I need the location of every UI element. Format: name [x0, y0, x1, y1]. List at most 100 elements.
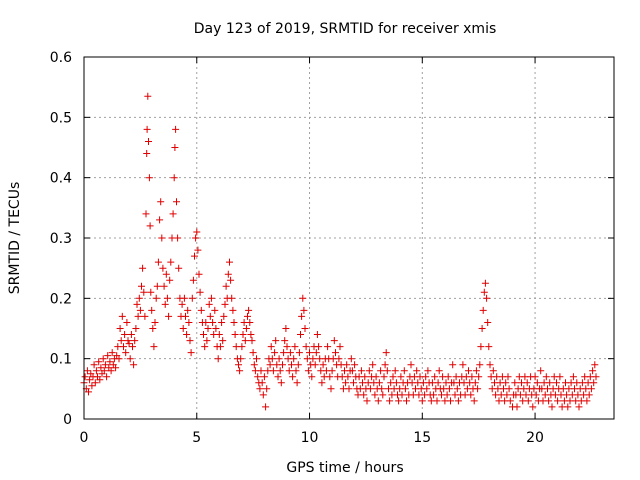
y-tick-label: 0.5 — [50, 110, 72, 126]
data-point — [477, 343, 485, 351]
data-point — [435, 367, 443, 375]
data-point — [308, 373, 316, 381]
data-point — [468, 373, 476, 381]
x-tick-label: 20 — [526, 430, 544, 446]
data-point — [136, 306, 144, 314]
data-point — [548, 403, 556, 411]
data-point — [195, 270, 203, 278]
data-point — [192, 234, 200, 242]
data-point — [92, 367, 100, 375]
data-point — [143, 125, 151, 133]
data-point — [271, 349, 279, 357]
data-point — [279, 361, 286, 369]
data-point — [423, 385, 431, 393]
data-point — [297, 331, 304, 338]
data-point — [160, 282, 168, 290]
data-point — [123, 319, 131, 326]
data-point — [118, 312, 126, 320]
data-point — [345, 385, 353, 393]
data-point — [554, 397, 562, 405]
data-point — [371, 391, 379, 399]
data-point — [328, 367, 336, 375]
data-point — [365, 367, 373, 375]
data-point — [400, 367, 408, 375]
data-point — [201, 343, 209, 351]
data-point — [335, 355, 343, 363]
data-point — [120, 343, 127, 351]
data-point — [537, 367, 545, 375]
data-point — [272, 337, 280, 345]
data-point — [564, 403, 572, 411]
data-point — [299, 294, 307, 302]
data-point — [156, 216, 164, 224]
data-point — [319, 361, 327, 369]
data-point — [575, 403, 583, 411]
data-point — [140, 288, 148, 296]
data-point — [145, 174, 153, 182]
data-point — [290, 355, 298, 363]
data-point — [424, 367, 432, 375]
data-point — [268, 355, 276, 363]
data-point — [231, 331, 239, 338]
data-point — [85, 388, 92, 396]
data-point — [96, 376, 104, 384]
data-point — [187, 349, 195, 357]
x-tick-label: 5 — [192, 430, 201, 446]
data-point — [294, 361, 302, 369]
data-point — [484, 319, 492, 326]
data-point — [292, 367, 300, 375]
data-point — [122, 349, 130, 357]
data-point — [132, 325, 140, 332]
data-point — [256, 385, 264, 393]
data-point — [162, 270, 170, 278]
data-point — [269, 367, 277, 375]
data-point — [254, 373, 262, 381]
data-point — [280, 349, 288, 357]
data-point — [149, 325, 157, 332]
data-point — [238, 343, 246, 351]
data-point — [216, 343, 224, 351]
x-tick-label: 0 — [80, 430, 89, 446]
data-point — [392, 379, 400, 387]
data-point — [318, 379, 326, 387]
data-point — [106, 358, 114, 366]
data-point — [276, 367, 284, 375]
data-point — [529, 403, 537, 411]
data-point — [383, 367, 391, 375]
data-point — [470, 397, 478, 405]
data-point — [304, 367, 312, 375]
data-point — [523, 379, 531, 387]
data-point — [401, 385, 409, 393]
data-point — [327, 385, 335, 393]
data-point — [260, 373, 268, 381]
data-point — [591, 361, 599, 369]
data-point — [196, 288, 204, 296]
data-point — [589, 367, 597, 375]
data-point — [347, 355, 355, 363]
data-point — [222, 282, 230, 290]
y-axis-title: SRMTID / TECUs — [7, 182, 23, 295]
data-point — [148, 306, 156, 314]
data-point — [159, 264, 167, 272]
data-point — [133, 300, 141, 308]
data-point — [221, 300, 229, 308]
data-point — [295, 349, 303, 357]
data-point — [312, 349, 320, 357]
data-point — [545, 397, 553, 405]
data-point — [391, 367, 399, 375]
data-point — [247, 331, 255, 338]
data-point — [486, 361, 494, 369]
data-point — [236, 367, 244, 375]
data-point — [142, 210, 150, 218]
data-point — [170, 174, 178, 182]
data-point — [138, 282, 145, 290]
data-point — [220, 312, 228, 320]
data-point — [205, 300, 213, 308]
data-point — [158, 234, 166, 242]
data-point — [212, 325, 220, 332]
data-point — [413, 367, 421, 375]
data-point — [532, 391, 540, 399]
data-point — [478, 325, 486, 332]
data-point — [141, 312, 149, 320]
data-point — [480, 288, 488, 296]
